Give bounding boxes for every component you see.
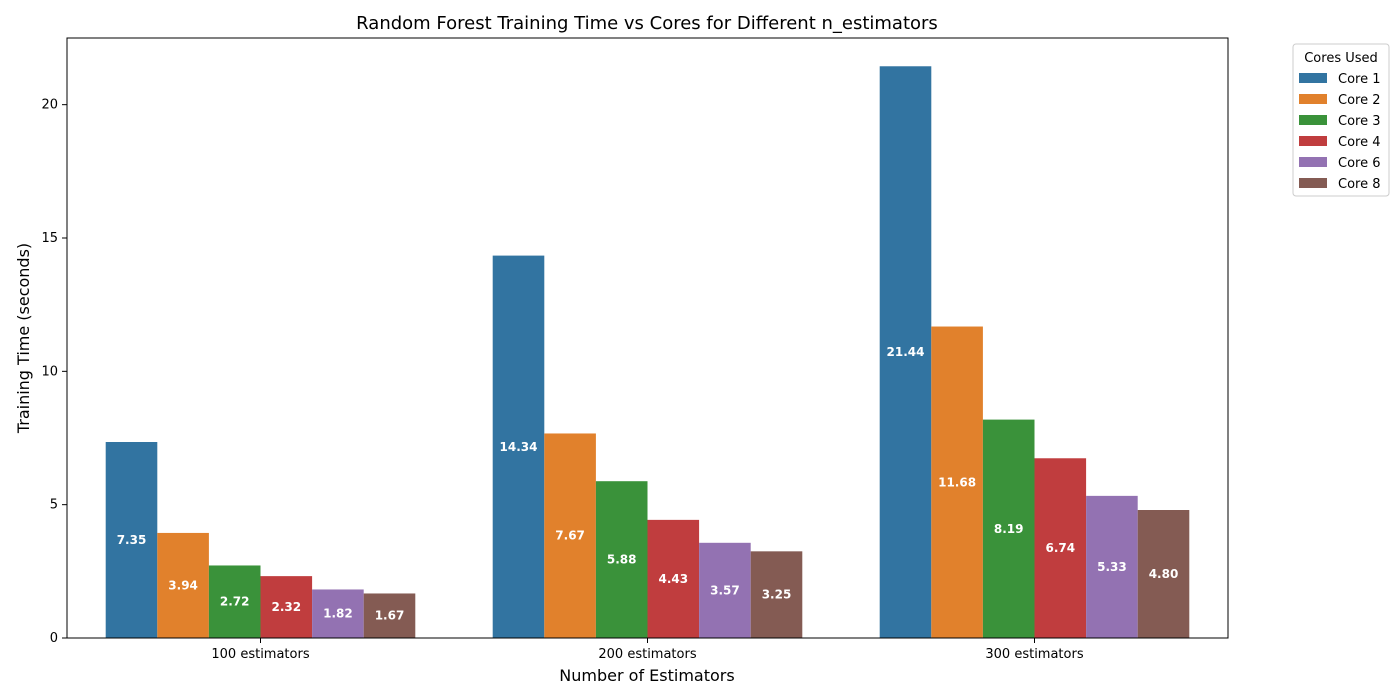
bar-core-3-1 [208,565,261,638]
y-tick-label: 10 [41,364,58,379]
bar-value-label: 11.68 [938,475,976,489]
bar-value-label: 1.67 [375,609,405,623]
bar-core-2-1 [157,532,209,638]
bar-core-1-2 [492,255,545,638]
y-tick-label: 15 [41,231,58,246]
legend-item-label: Core 6 [1338,156,1381,171]
bar-core-6-2 [699,542,751,638]
bar-value-label: 7.35 [117,533,147,547]
bar-value-label: 4.43 [658,572,688,586]
bar-value-label: 5.88 [607,553,637,567]
bar-core-4-1 [260,576,313,638]
x-axis: 100 estimators 200 estimators 300 estimato… [211,638,1084,662]
legend-swatch [1299,157,1327,167]
legend-swatch [1299,73,1327,83]
bar-value-label: 4.80 [1149,567,1179,581]
y-axis: 0 5 10 15 20 [41,98,67,646]
y-axis-label: Training Time (seconds) [14,243,33,434]
bar-value-label: 6.74 [1045,541,1075,555]
bar-value-label: 8.19 [994,522,1024,536]
bar-value-label: 3.25 [762,588,792,602]
legend-swatch [1299,178,1327,188]
bar-core-4-2 [647,519,700,638]
legend-item-label: Core 8 [1338,177,1381,192]
y-tick-label: 5 [50,498,58,513]
bar-value-label: 14.34 [500,440,538,454]
bar-core-1-3 [879,66,932,638]
y-tick-label: 20 [41,98,58,113]
bar-core-4-3 [1034,458,1087,638]
bar-core-6-1 [312,589,364,638]
x-axis-label: Number of Estimators [559,666,734,685]
legend-items: Core 1 Core 2 Core 3 Core 4 Core 6 Core 8 [1299,72,1381,192]
bar-core-8-1 [363,593,416,638]
bar-value-label: 2.72 [220,595,250,609]
bar-labels-group: 7.35 14.34 21.44 3.94 7.67 11.68 2.72 5.88 8.19 2… [117,345,1179,623]
legend-swatch [1299,94,1327,104]
bar-core-8-2 [750,551,803,638]
bar-value-label: 2.32 [271,600,301,614]
legend-item-label: Core 1 [1338,72,1381,87]
y-tick-label: 0 [50,631,58,646]
bar-core-3-3 [982,419,1035,638]
x-tick-label: 200 estimators [598,647,696,662]
bar-core-3-2 [595,481,648,638]
bar-core-2-3 [931,326,983,638]
bar-core-2-2 [544,433,596,638]
bar-value-label: 21.44 [887,345,925,359]
bar-value-label: 1.82 [323,607,353,621]
bar-value-label: 7.67 [555,529,585,543]
legend-item-label: Core 4 [1338,135,1381,150]
bar-core-6-3 [1086,495,1138,638]
legend-swatch [1299,136,1327,146]
bar-core-8-3 [1137,510,1190,638]
legend-swatch [1299,115,1327,125]
bar-value-label: 3.57 [710,583,740,597]
legend-item-label: Core 3 [1338,114,1381,129]
x-tick-label: 300 estimators [985,647,1083,662]
bar-value-label: 3.94 [168,578,198,592]
bar-core-1-1 [105,442,158,638]
bar-value-label: 5.33 [1097,560,1127,574]
legend-item-label: Core 2 [1338,93,1381,108]
bars-group [105,66,1190,638]
chart-title: Random Forest Training Time vs Cores for… [356,13,938,34]
x-tick-label: 100 estimators [211,647,309,662]
legend-title: Cores Used [1304,51,1378,66]
